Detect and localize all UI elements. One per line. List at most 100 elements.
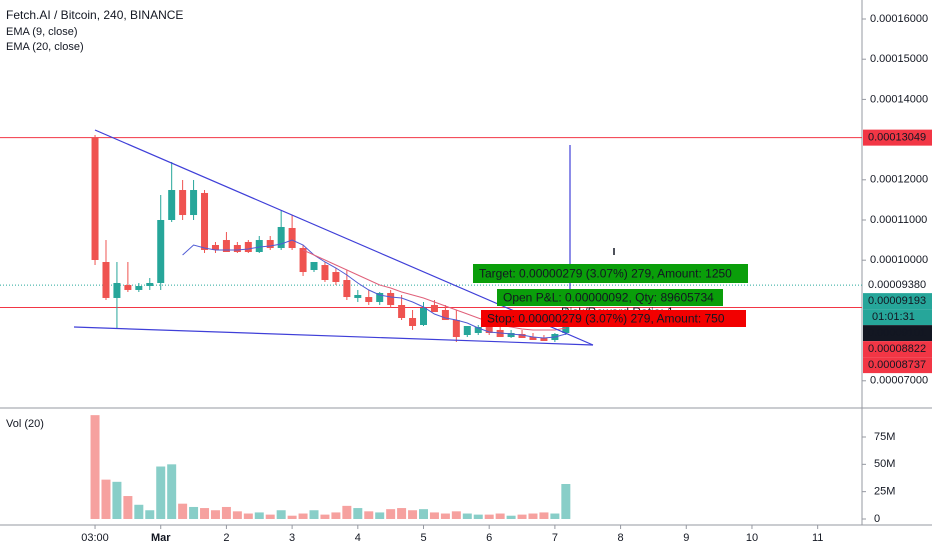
y-tick-label: 0.00007000	[870, 375, 928, 387]
candle-body	[179, 190, 187, 216]
candle-body	[201, 192, 209, 250]
candle-body	[244, 241, 252, 252]
volume-bar	[364, 511, 374, 519]
price-label: 0.00008822	[868, 343, 926, 355]
volume-bar	[331, 512, 341, 519]
volume-bar	[265, 514, 275, 519]
price-label-box	[863, 325, 932, 342]
candle-body	[113, 282, 121, 298]
volume-bar	[298, 513, 308, 519]
volume-bar	[429, 512, 439, 519]
volume-bar	[189, 506, 199, 519]
candle-body	[211, 245, 219, 250]
x-tick-label: 03:00	[81, 532, 109, 544]
volume-tick-label: 75M	[874, 431, 895, 443]
x-tick-label: 7	[552, 532, 558, 544]
volume-bar	[386, 509, 396, 519]
candle-body	[124, 284, 132, 290]
volume-bar	[254, 512, 264, 519]
volume-bar	[145, 510, 155, 519]
trend-line	[73, 326, 594, 346]
symbol-title: Fetch.AI / Bitcoin, 240, BINANCE	[6, 8, 183, 22]
candle-body	[420, 307, 428, 325]
price-label: 0.00009193	[868, 295, 926, 307]
volume-bar	[276, 510, 286, 519]
price-label: 0.00013049	[868, 132, 926, 144]
countdown: 01:01:31	[872, 311, 915, 323]
price-label-box	[863, 293, 932, 310]
price-label-box	[863, 357, 932, 374]
candle-body	[518, 333, 526, 338]
volume-bar	[210, 510, 220, 519]
volume-bar	[495, 513, 505, 519]
volume-bar	[561, 484, 571, 519]
candle-body	[299, 248, 307, 273]
legend-entry: EMA (20, close)	[6, 41, 84, 53]
x-tick-label: 10	[746, 532, 758, 544]
candle-body	[310, 262, 318, 271]
candle-body	[135, 286, 143, 290]
x-tick-label: 6	[486, 532, 492, 544]
volume-bar	[167, 464, 177, 519]
volume-bar	[112, 481, 122, 519]
candle-body	[365, 297, 373, 303]
candle-body	[562, 324, 570, 333]
x-tick-label: 2	[223, 532, 229, 544]
candle-body	[452, 320, 460, 338]
volume-bar	[484, 514, 494, 519]
candle-body	[529, 337, 537, 340]
volume-bar	[101, 479, 111, 519]
candle-body	[387, 292, 395, 306]
x-tick-label: 4	[355, 532, 361, 544]
volume-bar	[408, 510, 418, 519]
volume-bar	[506, 515, 516, 519]
ema-line	[302, 249, 566, 331]
ema-line	[182, 239, 566, 339]
candle-body	[507, 332, 515, 338]
candle-body	[157, 219, 165, 283]
candle-body	[485, 327, 493, 333]
x-tick-label: 8	[618, 532, 624, 544]
price-label-box	[863, 277, 932, 294]
price-label: 0.00008737	[868, 359, 926, 371]
candle-body	[474, 327, 482, 333]
volume-bar	[134, 504, 144, 519]
candle-body	[91, 137, 99, 260]
y-tick-label: 0.00016000	[870, 13, 928, 25]
volume-bar	[375, 512, 385, 519]
x-tick-label: 11	[812, 532, 823, 544]
price-label: 0.00009101	[868, 327, 926, 339]
volume-bar	[462, 513, 472, 519]
volume-bar	[528, 513, 538, 519]
volume-bar	[243, 513, 253, 519]
y-tick-label: 0.00014000	[870, 93, 928, 105]
price-label-box	[863, 341, 932, 358]
volume-bar	[419, 509, 429, 519]
candle-body	[255, 240, 263, 252]
volume-bar	[309, 510, 319, 519]
volume-bar	[90, 415, 100, 519]
annotation-text: Target: 0.00000279 (3.07%) 279, Amount: …	[479, 267, 732, 281]
volume-bar	[539, 512, 549, 519]
candle-body	[266, 240, 274, 249]
candle-body	[441, 309, 449, 321]
position-tool: Risk/Reward Ratio: 1Target: 0.00000279 (…	[473, 264, 748, 327]
volume-bar	[397, 508, 407, 519]
annotation-text: Open P&L: 0.00000092, Qty: 89605734	[503, 291, 714, 305]
volume-bar	[550, 513, 560, 519]
y-tick-label: 0.00011000	[870, 214, 927, 226]
candle-body	[376, 292, 384, 303]
price-label: 0.00009380	[868, 279, 926, 291]
candle-body	[321, 265, 329, 281]
volume-bar	[353, 508, 363, 519]
x-tick-label: Mar	[151, 532, 171, 544]
candle-body	[332, 272, 340, 282]
y-tick-label: 0.00012000	[870, 174, 928, 186]
volume-bar	[200, 508, 210, 519]
legend-entry: EMA (9, close)	[6, 26, 78, 38]
volume-bar	[221, 506, 231, 519]
candle-body	[222, 240, 230, 252]
candle-body	[409, 317, 417, 326]
